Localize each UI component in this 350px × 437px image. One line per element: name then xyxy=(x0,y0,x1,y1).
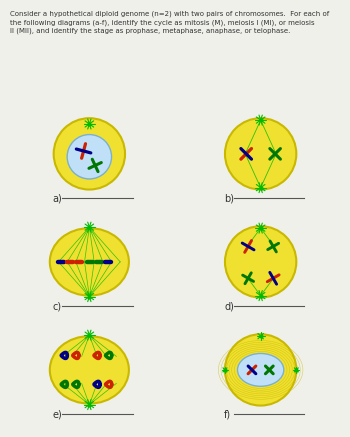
Circle shape xyxy=(225,118,296,190)
Ellipse shape xyxy=(50,336,129,404)
Circle shape xyxy=(54,118,125,190)
Text: a): a) xyxy=(53,193,62,203)
Circle shape xyxy=(225,334,296,406)
Text: f): f) xyxy=(224,409,231,419)
Text: c): c) xyxy=(53,301,62,311)
Circle shape xyxy=(225,226,296,298)
Circle shape xyxy=(67,135,112,179)
Text: b): b) xyxy=(224,193,234,203)
Text: d): d) xyxy=(224,301,234,311)
Text: e): e) xyxy=(53,409,62,419)
Ellipse shape xyxy=(238,354,284,386)
Text: Consider a hypothetical diploid genome (n=2) with two pairs of chromosomes.  For: Consider a hypothetical diploid genome (… xyxy=(10,11,330,35)
Ellipse shape xyxy=(50,228,129,295)
